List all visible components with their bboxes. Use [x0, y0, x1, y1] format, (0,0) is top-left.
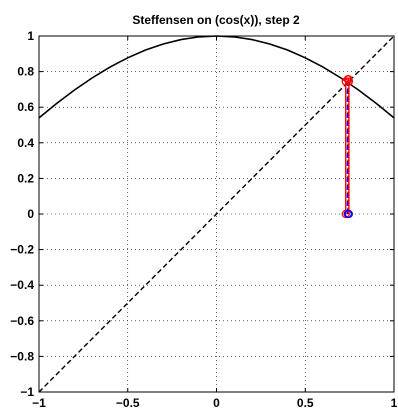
y-tick-label: 0	[27, 207, 34, 221]
grid	[39, 36, 394, 392]
data-point-marker	[343, 75, 353, 84]
y-tick-label: −0.2	[10, 243, 34, 257]
x-tick-label: −1	[32, 396, 46, 410]
y-tick-label: 1	[27, 29, 34, 43]
markers-group	[341, 75, 354, 219]
y-tick-label: −1	[20, 385, 34, 399]
x-tick-label: 0	[213, 396, 220, 410]
y-tick-label: −0.6	[10, 314, 34, 328]
axes: −1 −0.5 0 0.5 1 1 0.8 0.6 0.4 0.2 0 −0.2 −0.4 −0.6 −0.…	[10, 29, 397, 410]
y-tick-label: 0.4	[17, 136, 34, 150]
series-group	[38, 35, 395, 393]
y-tick-label: 0.8	[17, 65, 34, 79]
series-identity-line	[38, 35, 395, 393]
y-tick-label: −0.4	[10, 278, 34, 292]
chart-title: Steffensen on (cos(x)), step 2	[132, 13, 300, 27]
data-point-marker	[343, 209, 353, 219]
x-tick-label: 0.5	[297, 396, 314, 410]
x-tick-label: 1	[391, 396, 398, 410]
y-tick-label: 0.6	[17, 100, 34, 114]
y-tick-label: 0.2	[17, 171, 34, 185]
x-tick-label: −0.5	[116, 396, 140, 410]
y-tick-label: −0.8	[10, 349, 34, 363]
